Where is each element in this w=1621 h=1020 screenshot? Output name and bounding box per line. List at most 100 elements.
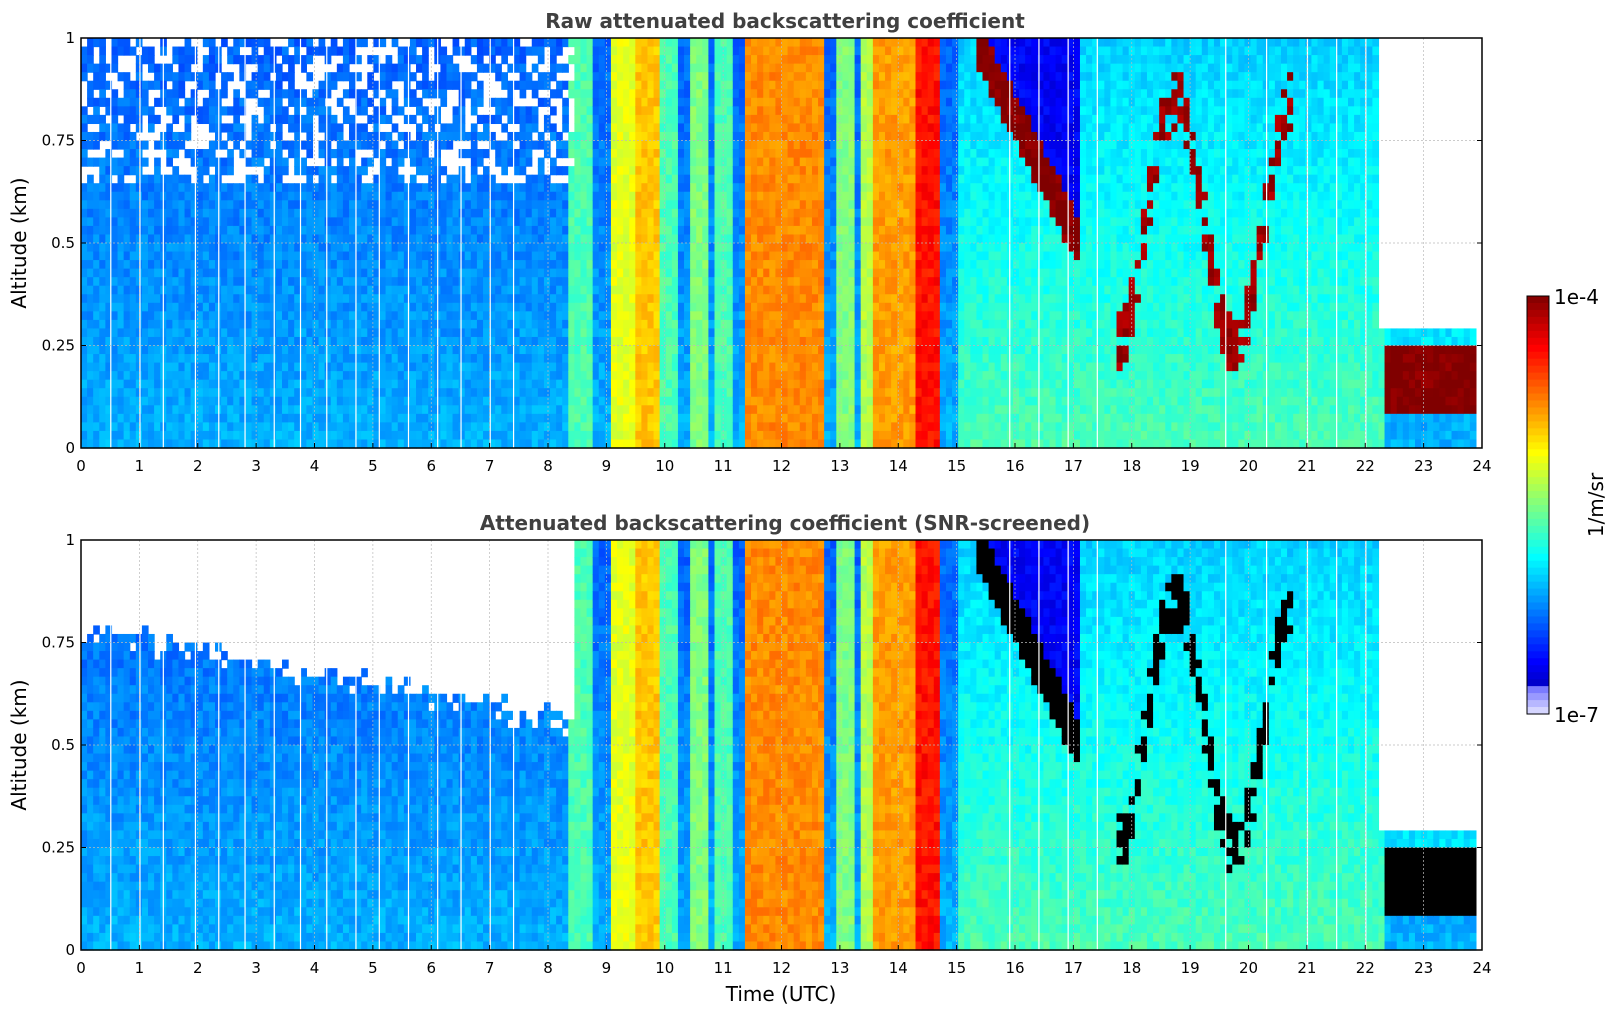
heat-cell	[751, 38, 758, 47]
heat-cell	[715, 166, 722, 175]
heat-cell	[233, 217, 240, 226]
heat-cell	[684, 371, 691, 380]
heat-cell	[81, 439, 88, 448]
heat-cell	[258, 363, 265, 372]
heat-cell	[641, 55, 648, 64]
heat-cell	[111, 397, 118, 406]
heat-cell	[702, 64, 709, 73]
heat-cell	[404, 346, 411, 355]
heat-cell	[580, 294, 587, 303]
heat-cell	[629, 38, 636, 47]
heat-cell	[574, 346, 581, 355]
heat-cell	[398, 311, 405, 320]
heat-cell	[440, 286, 447, 295]
heat-cell	[379, 38, 386, 47]
heat-cell	[715, 363, 722, 372]
heat-cell	[252, 132, 259, 141]
heat-cell	[769, 397, 776, 406]
heat-cell	[739, 337, 746, 346]
heat-cell	[611, 64, 618, 73]
heat-cell	[270, 431, 277, 440]
heat-cell	[666, 414, 673, 423]
heat-cell	[252, 260, 259, 269]
heat-cell	[337, 294, 344, 303]
heat-cell	[574, 337, 581, 346]
heat-cell	[574, 371, 581, 380]
heat-cell	[708, 397, 715, 406]
heat-cell	[629, 405, 636, 414]
heat-cell	[312, 337, 319, 346]
heat-cell	[702, 422, 709, 431]
heat-cell	[172, 252, 179, 261]
heat-cell	[331, 260, 338, 269]
heat-cell	[252, 380, 259, 389]
heat-cell	[185, 47, 192, 56]
heat-cell	[696, 209, 703, 218]
heat-cell	[501, 311, 508, 320]
heat-cell	[148, 397, 155, 406]
heat-cell	[672, 243, 679, 252]
heat-cell	[227, 303, 234, 312]
heat-cell	[264, 55, 271, 64]
heat-cell	[379, 252, 386, 261]
heat-cell	[715, 72, 722, 81]
heat-cell	[715, 149, 722, 158]
heat-cell	[312, 243, 319, 252]
heat-cell	[471, 260, 478, 269]
heat-cell	[245, 346, 252, 355]
heat-cell	[629, 439, 636, 448]
heat-cell	[690, 380, 697, 389]
heat-cell	[666, 243, 673, 252]
heat-cell	[769, 47, 776, 56]
heat-cell	[708, 158, 715, 167]
heat-cell	[678, 123, 685, 132]
heat-cell	[81, 371, 88, 380]
heat-cell	[252, 371, 259, 380]
heat-cell	[751, 132, 758, 141]
heat-cell	[702, 371, 709, 380]
heat-cell	[465, 132, 472, 141]
heat-cell	[440, 132, 447, 141]
heat-cell	[696, 55, 703, 64]
heat-cell	[629, 234, 636, 243]
heat-cell	[325, 81, 332, 90]
heat-cell	[252, 38, 259, 47]
heat-cell	[550, 158, 557, 167]
heat-cell	[708, 64, 715, 73]
heat-cell	[513, 192, 520, 201]
heat-cell	[404, 200, 411, 209]
heat-cell	[221, 226, 228, 235]
heat-cell	[520, 47, 527, 56]
heat-cell	[763, 132, 770, 141]
heat-cell	[245, 158, 252, 167]
heat-cell	[276, 158, 283, 167]
heat-cell	[678, 286, 685, 295]
heat-cell	[574, 132, 581, 141]
heat-cell	[745, 217, 752, 226]
heat-cell	[739, 388, 746, 397]
heat-cell	[81, 363, 88, 372]
heat-cell	[526, 431, 533, 440]
heat-cell	[593, 405, 600, 414]
heat-cell	[635, 380, 642, 389]
heat-cell	[751, 141, 758, 150]
heat-cell	[185, 252, 192, 261]
heat-cell	[635, 89, 642, 98]
heat-cell	[471, 294, 478, 303]
heat-cell	[118, 277, 125, 286]
heat-cell	[245, 286, 252, 295]
heat-cell	[178, 226, 185, 235]
heat-cell	[386, 243, 393, 252]
heat-cell	[757, 431, 764, 440]
heat-cell	[178, 55, 185, 64]
heat-cell	[526, 363, 533, 372]
heat-cell	[696, 64, 703, 73]
heat-cell	[763, 200, 770, 209]
heat-cell	[245, 380, 252, 389]
heat-cell	[416, 217, 423, 226]
heat-cell	[252, 439, 259, 448]
heat-cell	[757, 286, 764, 295]
heat-cell	[538, 243, 545, 252]
heat-cell	[757, 346, 764, 355]
heat-cell	[440, 260, 447, 269]
